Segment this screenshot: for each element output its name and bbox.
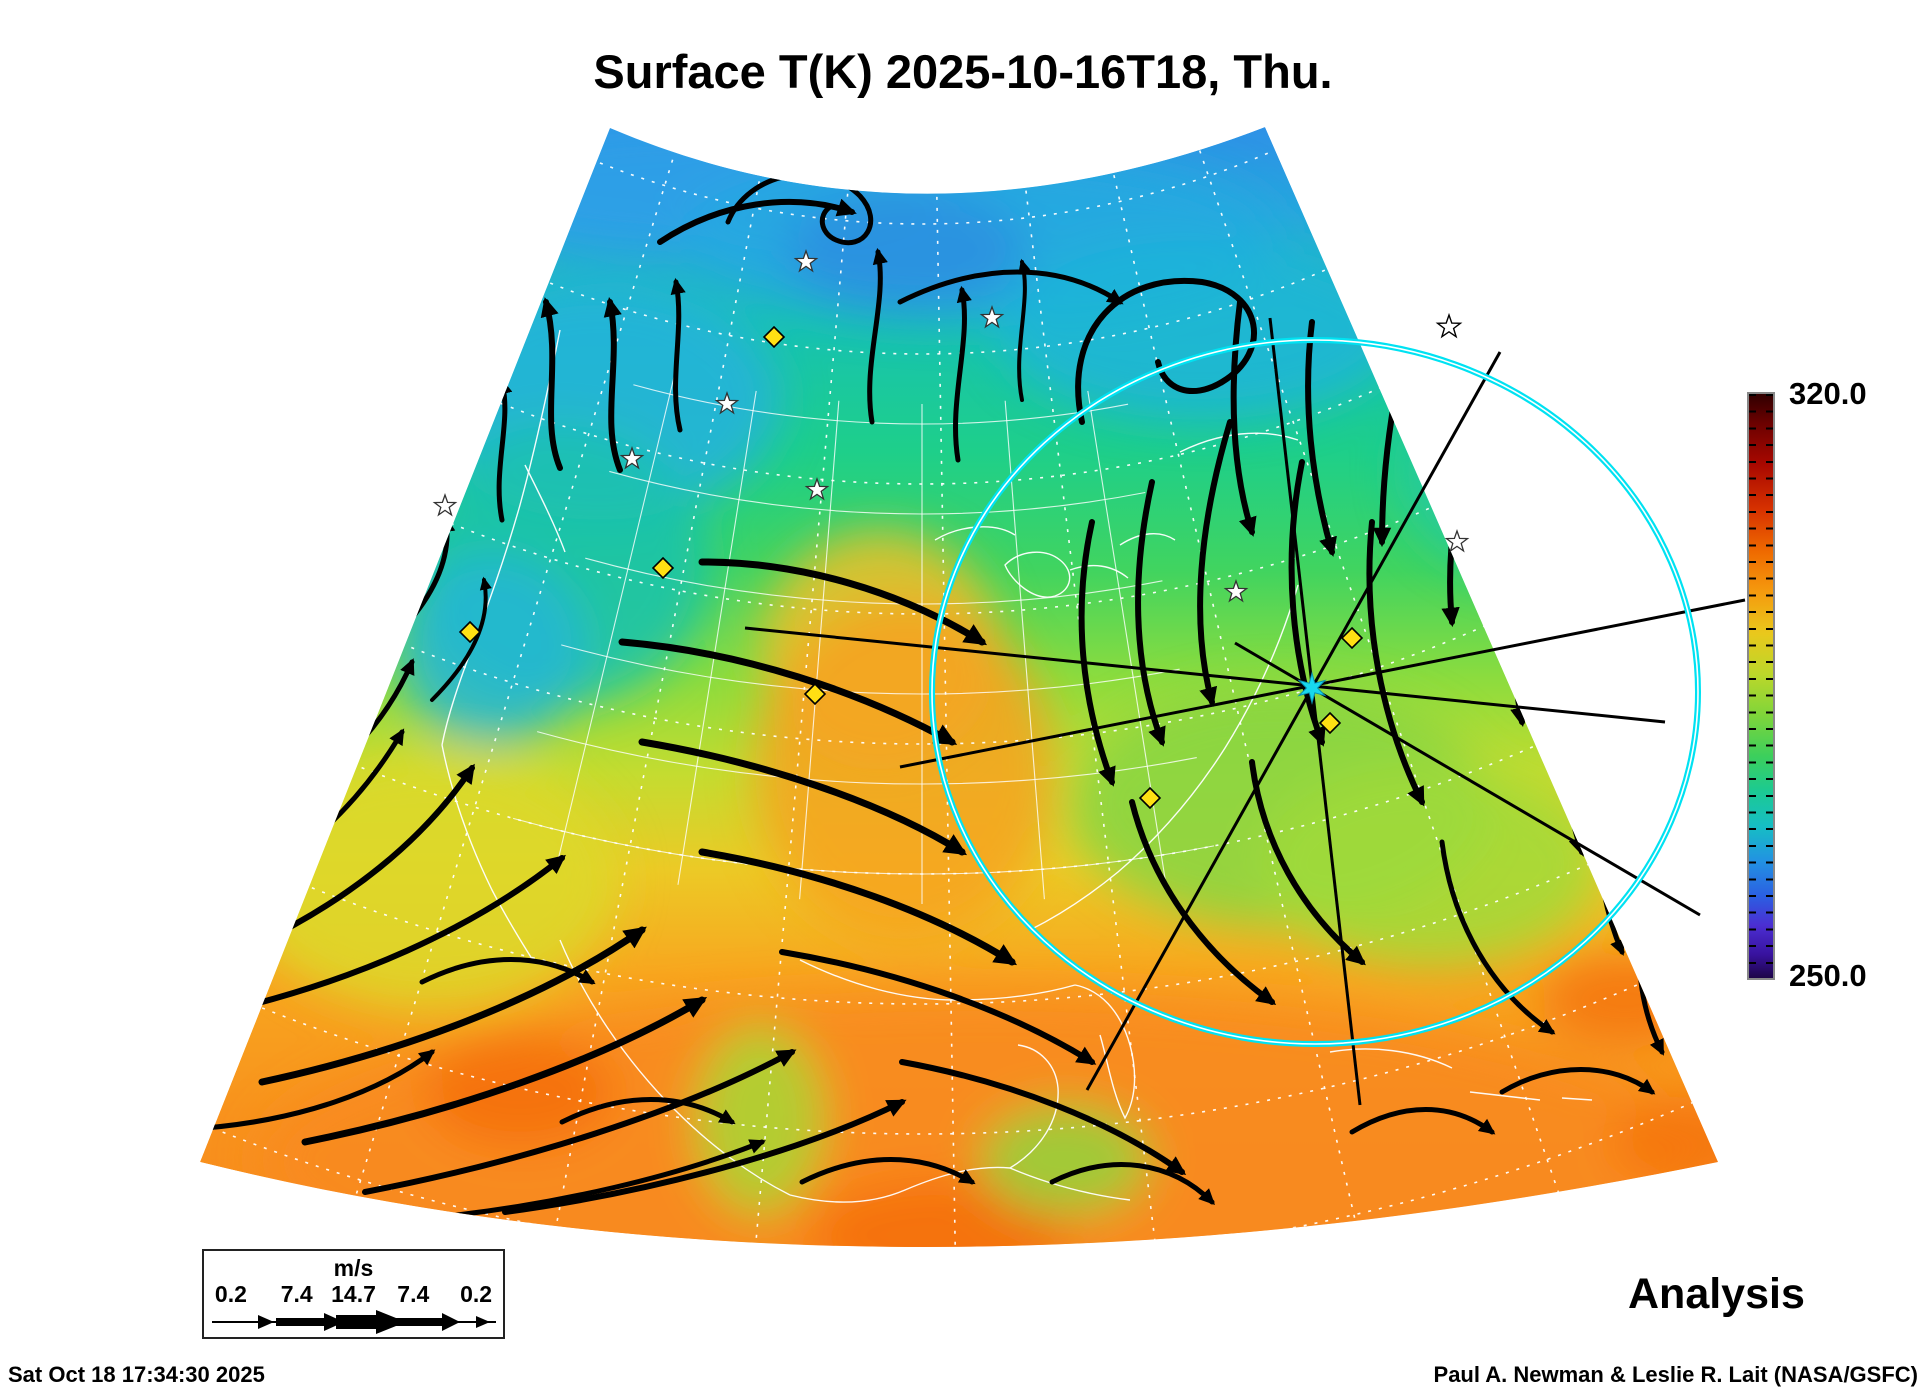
great-circle-line: [744, 626, 1666, 724]
streamline: [468, 248, 500, 374]
page-title: Surface T(K) 2025-10-16T18, Thu.: [593, 45, 1333, 98]
station-diamond-icon: [1318, 711, 1342, 735]
credit-line: Paul A. Newman & Leslie R. Lait (NASA/GS…: [1433, 1362, 1918, 1387]
streamline: [1017, 258, 1031, 402]
streamline: [603, 296, 623, 473]
streamline: [258, 926, 647, 1086]
streamline: [1078, 519, 1116, 787]
colorbar-ticks-left: [1749, 394, 1756, 978]
streamline: [1049, 1162, 1216, 1206]
wind-legend-value: 14.7: [331, 1281, 376, 1307]
colorbar-min-label: 250.0: [1789, 958, 1867, 993]
city-star-icon: [432, 493, 458, 517]
station-diamond-icon: [762, 325, 786, 349]
outline-star-icon: [1435, 312, 1463, 339]
streamline: [1510, 419, 1565, 728]
streamline: [1288, 459, 1326, 747]
station-diamond-icon: [1340, 626, 1364, 650]
station-diamond-icon: [458, 620, 482, 644]
streamline: [867, 247, 888, 425]
range-ring-core: [931, 339, 1699, 1045]
streamline: [638, 738, 968, 856]
streamline: [1197, 419, 1233, 707]
wind-legend-value: 0.2: [460, 1281, 493, 1307]
wind-scale-arrow-icon: [212, 1310, 496, 1334]
streamline: [540, 297, 563, 471]
streamline: [1349, 1107, 1496, 1135]
city-star-icon: [1223, 579, 1249, 603]
streamline: [618, 638, 958, 746]
streamline: [430, 576, 492, 702]
streamline: [1230, 299, 1257, 537]
coastlines: [441, 329, 1593, 1203]
streamline: [559, 1097, 736, 1125]
station-diamond-icon: [1138, 786, 1162, 810]
streamline: [670, 277, 686, 433]
streamline: [362, 1049, 797, 1195]
city-star-icon: [793, 249, 819, 273]
city-star-icon: [619, 446, 645, 470]
streamline: [1135, 479, 1166, 747]
streamline: [353, 461, 433, 567]
streamline: [897, 269, 1124, 305]
colorbar: [1747, 392, 1775, 980]
city-star-icon: [1444, 529, 1470, 553]
streamline: [1366, 519, 1425, 807]
wind-legend-value: 7.4: [397, 1281, 430, 1307]
streamline: [1499, 1067, 1656, 1095]
center-star-icon: [1297, 671, 1327, 705]
streamline: [427, 1139, 766, 1221]
city-star-icon: [714, 391, 740, 415]
streamline: [219, 854, 566, 1015]
streamline: [698, 558, 988, 646]
great-circle-line: [1085, 351, 1502, 1091]
streamline: [1075, 277, 1258, 425]
streamline: [1441, 279, 1525, 628]
city-star-icon: [804, 477, 830, 501]
streamline: [502, 1099, 907, 1215]
station-diamond-icon: [803, 682, 827, 706]
wind-legend-values: 0.2 7.4 14.7 7.4 0.2: [204, 1281, 503, 1307]
wind-speed-legend: m/s 0.2 7.4 14.7 7.4 0.2: [202, 1249, 505, 1339]
streamline: [725, 171, 874, 246]
streamline: [419, 957, 596, 985]
streamline: [779, 949, 1097, 1065]
streamline: [953, 285, 972, 463]
colorbar-max-label: 320.0: [1789, 376, 1867, 411]
streamline: [543, 155, 558, 254]
streamline: [202, 1049, 436, 1131]
streamline: [1439, 839, 1556, 1035]
streamline: [496, 377, 513, 523]
great-circle-line: [1268, 317, 1362, 1106]
map-fan: [200, 127, 1718, 1247]
temperature-blobs: [240, 127, 1718, 1247]
station-diamond-icon: [651, 556, 675, 580]
streamline: [1561, 559, 1605, 857]
city-star-icon: [979, 305, 1005, 329]
streamline: [799, 1157, 976, 1185]
analysis-label: Analysis: [1628, 1270, 1805, 1318]
streamline: [1129, 799, 1277, 1005]
streamline: [301, 996, 708, 1146]
streamline: [698, 848, 1018, 966]
streamline: [899, 1059, 1187, 1175]
wind-legend-value: 7.4: [280, 1281, 313, 1307]
overlays: [432, 249, 1746, 1106]
wind-legend-unit: m/s: [333, 1255, 374, 1281]
generation-timestamp: Sat Oct 18 17:34:30 2025: [8, 1362, 265, 1387]
streamline: [1305, 319, 1337, 557]
wind-legend-value: 0.2: [214, 1281, 247, 1307]
colorbar-ticks-right: [1766, 394, 1773, 978]
